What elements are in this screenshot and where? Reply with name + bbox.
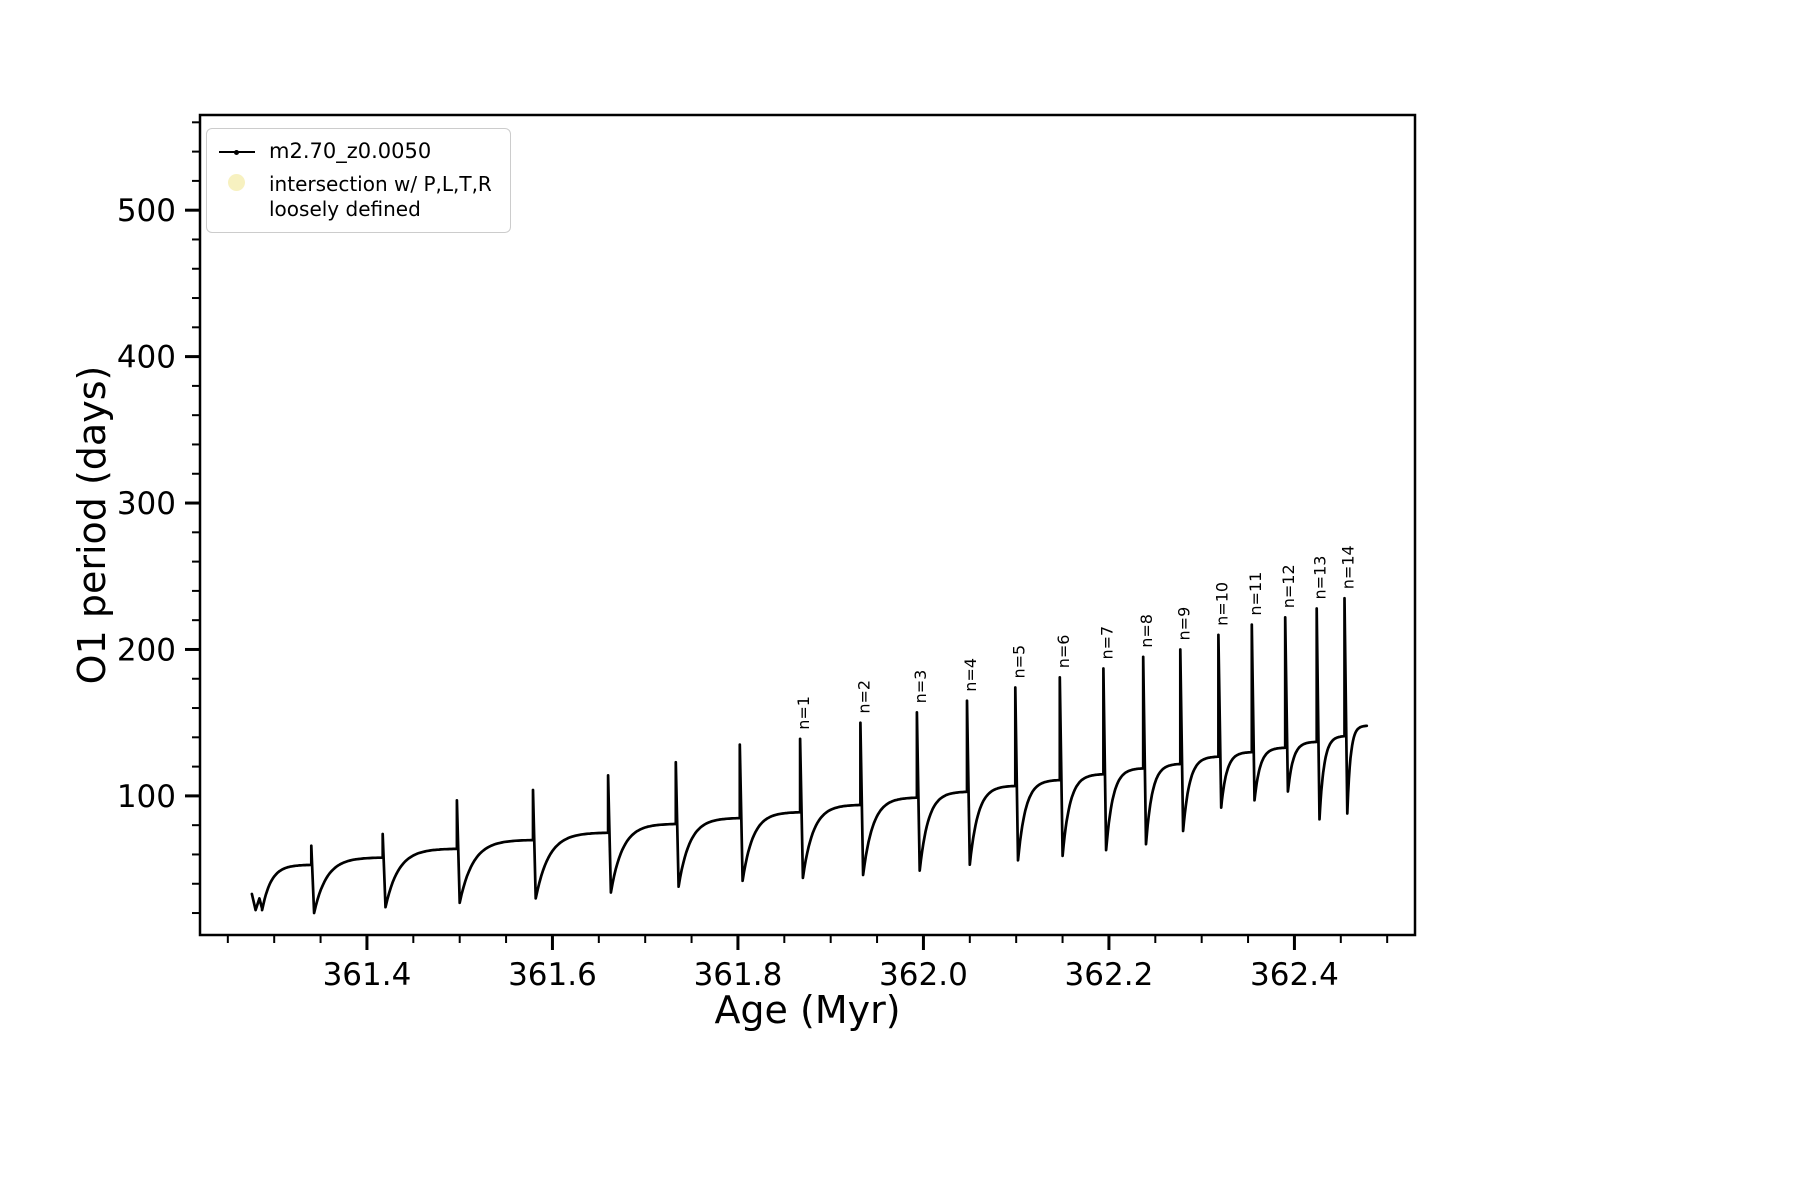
legend-row-intersection: intersection w/ P,L,T,R loosely defined	[219, 172, 492, 222]
spike-annotation: n=4	[961, 658, 980, 692]
spike-annotation: n=7	[1097, 626, 1116, 660]
spike-annotation: n=5	[1009, 645, 1028, 679]
x-tick-label: 362.0	[879, 957, 968, 993]
legend: m2.70_z0.0050 intersection w/ P,L,T,R lo…	[206, 128, 511, 234]
x-tick-label: 361.6	[508, 957, 597, 993]
spike-annotation: n=2	[854, 680, 873, 714]
legend-row-series: m2.70_z0.0050	[219, 139, 492, 164]
legend-intersection-label: intersection w/ P,L,T,R loosely defined	[269, 172, 492, 222]
spike-annotation: n=3	[911, 670, 930, 704]
spike-annotation: n=8	[1137, 614, 1156, 648]
dot-marker-icon	[234, 149, 239, 155]
intersection-marker-icon	[228, 174, 245, 192]
x-axis-label: Age (Myr)	[714, 988, 901, 1032]
x-tick-label: 362.4	[1250, 957, 1339, 993]
x-tick-label: 361.8	[694, 957, 783, 993]
spike-annotation: n=11	[1246, 572, 1265, 616]
legend-intersection-line1: intersection w/ P,L,T,R	[269, 172, 492, 197]
spike-annotation: n=10	[1212, 582, 1231, 626]
y-tick-label: 500	[117, 193, 176, 229]
plot-box	[198, 113, 1417, 937]
spike-annotation: n=9	[1174, 607, 1193, 641]
x-tick-label: 362.2	[1065, 957, 1154, 993]
spike-annotation: n=14	[1339, 545, 1358, 589]
y-axis-label: O1 period (days)	[70, 365, 114, 685]
legend-series-label: m2.70_z0.0050	[269, 139, 432, 163]
y-tick-label: 200	[117, 632, 176, 668]
y-tick-label: 300	[117, 486, 176, 522]
spike-annotation: n=12	[1279, 564, 1298, 608]
x-tick-label: 361.4	[323, 957, 412, 993]
y-tick-label: 400	[117, 340, 176, 376]
line-marker-icon	[219, 149, 255, 155]
spike-annotation: n=1	[794, 696, 813, 730]
spike-annotation: n=6	[1054, 635, 1073, 669]
series-line	[250, 596, 1369, 915]
spike-annotation: n=13	[1311, 556, 1330, 600]
y-tick-label: 100	[117, 779, 176, 815]
legend-intersection-line2: loosely defined	[269, 197, 421, 222]
